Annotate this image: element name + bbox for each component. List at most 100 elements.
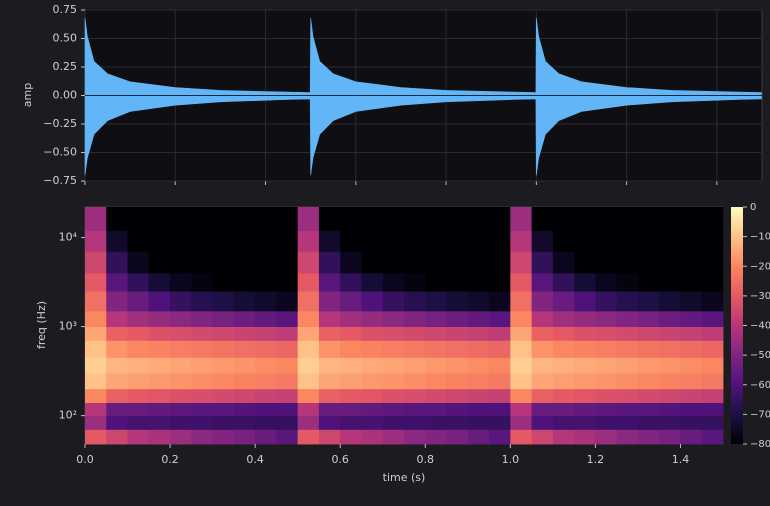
spectrogram-cell xyxy=(531,291,554,312)
spectrogram-cell xyxy=(361,388,384,404)
spectrogram-cell xyxy=(85,230,107,252)
spectrogram-cell xyxy=(170,415,192,430)
spectrogram-cell xyxy=(552,429,575,445)
x-tick-label: 0.6 xyxy=(331,453,349,466)
spectrogram-cell xyxy=(701,230,724,252)
spectrogram-cell xyxy=(574,388,596,404)
spectrogram-cell xyxy=(404,207,426,231)
spectrogram-cell xyxy=(595,415,618,430)
spectrogram-cell xyxy=(170,251,192,274)
spectrogram-cell xyxy=(212,340,235,358)
spectrogram-cell xyxy=(127,310,150,327)
spectrogram-cell xyxy=(680,273,703,292)
spectrogram-cell xyxy=(340,402,362,417)
spectrogram-cell xyxy=(361,429,384,445)
spectrogram-cell xyxy=(212,388,235,404)
spectrogram-cell xyxy=(233,340,256,358)
spectrogram-cell xyxy=(255,230,277,252)
spectrogram-cell xyxy=(361,415,384,430)
spectrogram-cell xyxy=(467,415,490,430)
spectrogram-cell xyxy=(404,357,426,374)
spectrogram-cell xyxy=(510,388,532,404)
y-tick-label: −0.25 xyxy=(43,117,77,130)
spectrogram-cell xyxy=(148,273,171,292)
spectrogram-cell xyxy=(212,207,235,231)
spectrogram-cell xyxy=(170,357,192,374)
spectrogram-cell xyxy=(425,291,447,312)
spectrogram-cell xyxy=(212,251,235,274)
spectrogram-cell xyxy=(680,388,703,404)
spectrogram-cell xyxy=(382,373,405,390)
spectrogram-cell xyxy=(701,415,724,430)
spectrogram-cell xyxy=(318,310,341,327)
spectrogram-cell xyxy=(616,415,639,430)
spectrogram-cell xyxy=(510,429,532,445)
spectrogram-cell xyxy=(148,373,171,390)
spectrogram-cell xyxy=(340,273,362,292)
spectrogram-cell xyxy=(616,251,639,274)
spectrogram-cell xyxy=(659,373,681,390)
spectrogram-cell xyxy=(595,340,618,358)
spectrogram-cell xyxy=(595,291,618,312)
spectrogram-cell xyxy=(255,326,277,341)
spectrogram-cell xyxy=(616,429,639,445)
spectrogram-cell xyxy=(297,402,320,417)
spectrogram-cell xyxy=(425,207,447,231)
x-axis-label: time (s) xyxy=(383,471,426,484)
spectrogram-cell xyxy=(467,429,490,445)
spectrogram-cell xyxy=(212,402,235,417)
spectrogram-cell xyxy=(552,388,575,404)
spectrogram-cell xyxy=(170,207,192,231)
spectrogram-cell xyxy=(701,373,724,390)
spectrogram-cell xyxy=(276,402,299,417)
spectrogram-cell xyxy=(233,388,256,404)
spectrogram-cell xyxy=(148,415,171,430)
spectrogram-cell xyxy=(637,415,660,430)
spectrogram-cell xyxy=(489,429,511,445)
spectrogram-cell xyxy=(531,207,554,231)
spectrogram-cell xyxy=(85,402,107,417)
spectrogram-cell xyxy=(425,251,447,274)
spectrogram-cell xyxy=(340,251,362,274)
spectrogram-cell xyxy=(510,273,532,292)
spectrogram-cell xyxy=(85,291,107,312)
spectrogram-cell xyxy=(106,207,128,231)
spectrogram-cell xyxy=(233,230,256,252)
spectrogram-cell xyxy=(255,429,277,445)
spectrogram-cell xyxy=(680,207,703,231)
spectrogram-cell xyxy=(552,357,575,374)
spectrogram-cell xyxy=(659,251,681,274)
spectrogram-cell xyxy=(127,326,150,341)
spectrogram-cell xyxy=(255,273,277,292)
spectrogram-cell xyxy=(595,230,618,252)
spectrogram-cell xyxy=(637,230,660,252)
spectrogram-cell xyxy=(276,273,299,292)
spectrogram-cell xyxy=(233,373,256,390)
spectrogram-cell xyxy=(595,373,618,390)
spectrogram-cell xyxy=(552,340,575,358)
spectrogram-cell xyxy=(637,326,660,341)
spectrogram-cell xyxy=(467,340,490,358)
spectrogram-cell xyxy=(340,230,362,252)
y-axis-label: amp xyxy=(21,83,34,107)
spectrogram-cell xyxy=(382,402,405,417)
spectrogram-cell xyxy=(170,326,192,341)
spectrogram-cell xyxy=(489,357,511,374)
colorbar-tick-label: −60 xyxy=(750,380,770,391)
spectrogram-cell xyxy=(659,388,681,404)
spectrogram-cell xyxy=(127,340,150,358)
spectrogram-cell xyxy=(361,230,384,252)
spectrogram-cell xyxy=(148,326,171,341)
spectrogram-cell xyxy=(701,310,724,327)
spectrogram-cell xyxy=(255,251,277,274)
spectrogram-cell xyxy=(191,273,213,292)
spectrogram-cell xyxy=(106,429,128,445)
spectrogram-cell xyxy=(191,310,213,327)
spectrogram-cell xyxy=(510,357,532,374)
spectrogram-cell xyxy=(467,273,490,292)
spectrogram-cell xyxy=(574,291,596,312)
spectrogram-cell xyxy=(552,273,575,292)
spectrogram-cell xyxy=(106,291,128,312)
spectrogram-cell xyxy=(340,207,362,231)
spectrogram-cell xyxy=(297,388,320,404)
